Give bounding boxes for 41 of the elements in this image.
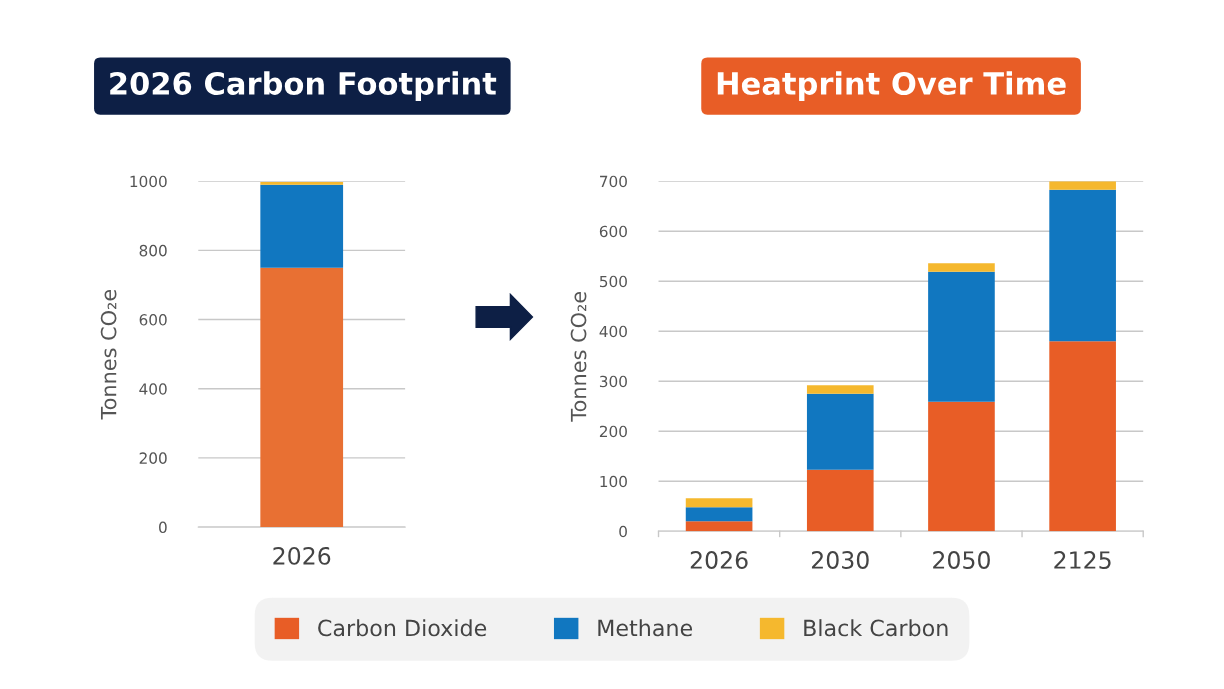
y-tick-label: 0 bbox=[619, 525, 627, 538]
bar bbox=[806, 393, 874, 470]
bar bbox=[260, 181, 344, 185]
legend-label: Methane bbox=[598, 619, 693, 637]
y-axis-title: Tonnes CO₂e bbox=[570, 291, 587, 422]
x-tick-label: 2026 bbox=[273, 546, 331, 565]
y-tick-label: 300 bbox=[599, 375, 627, 388]
x-tick-label: 2026 bbox=[690, 551, 748, 569]
x-tick-label: 2125 bbox=[1054, 551, 1111, 569]
bar bbox=[928, 263, 995, 272]
bar bbox=[685, 498, 753, 508]
bar bbox=[806, 385, 874, 394]
bar bbox=[806, 469, 874, 532]
y-tick-label: 1000 bbox=[130, 175, 167, 188]
y-tick-label: 200 bbox=[139, 452, 167, 464]
chart-title: 2026 Carbon Footprint bbox=[110, 71, 497, 101]
y-tick-label: 700 bbox=[600, 175, 627, 188]
x-tick-label: 2050 bbox=[933, 551, 990, 569]
bar bbox=[260, 267, 344, 528]
legend-label: Black Carbon bbox=[804, 619, 948, 637]
y-tick-label: 0 bbox=[159, 521, 167, 534]
chart-title: Heatprint Over Time bbox=[717, 71, 1066, 101]
bar bbox=[260, 184, 344, 268]
y-axis-title: Tonnes CO₂e bbox=[100, 289, 117, 420]
legend-label: Carbon Dioxide bbox=[318, 619, 487, 637]
bar bbox=[928, 271, 995, 402]
x-tick-label: 2030 bbox=[811, 551, 869, 569]
y-tick-label: 500 bbox=[599, 275, 627, 288]
y-tick-label: 800 bbox=[139, 244, 167, 257]
bar bbox=[685, 507, 753, 522]
bar bbox=[928, 401, 995, 532]
y-tick-label: 600 bbox=[599, 225, 627, 238]
y-tick-label: 400 bbox=[139, 383, 167, 395]
bar bbox=[1049, 181, 1116, 190]
bar bbox=[1049, 341, 1116, 532]
bar bbox=[1049, 189, 1116, 342]
bar bbox=[685, 521, 753, 532]
y-tick-label: 600 bbox=[139, 314, 167, 326]
y-tick-label: 100 bbox=[600, 475, 627, 488]
y-tick-label: 400 bbox=[599, 325, 627, 338]
y-tick-label: 200 bbox=[599, 425, 627, 438]
